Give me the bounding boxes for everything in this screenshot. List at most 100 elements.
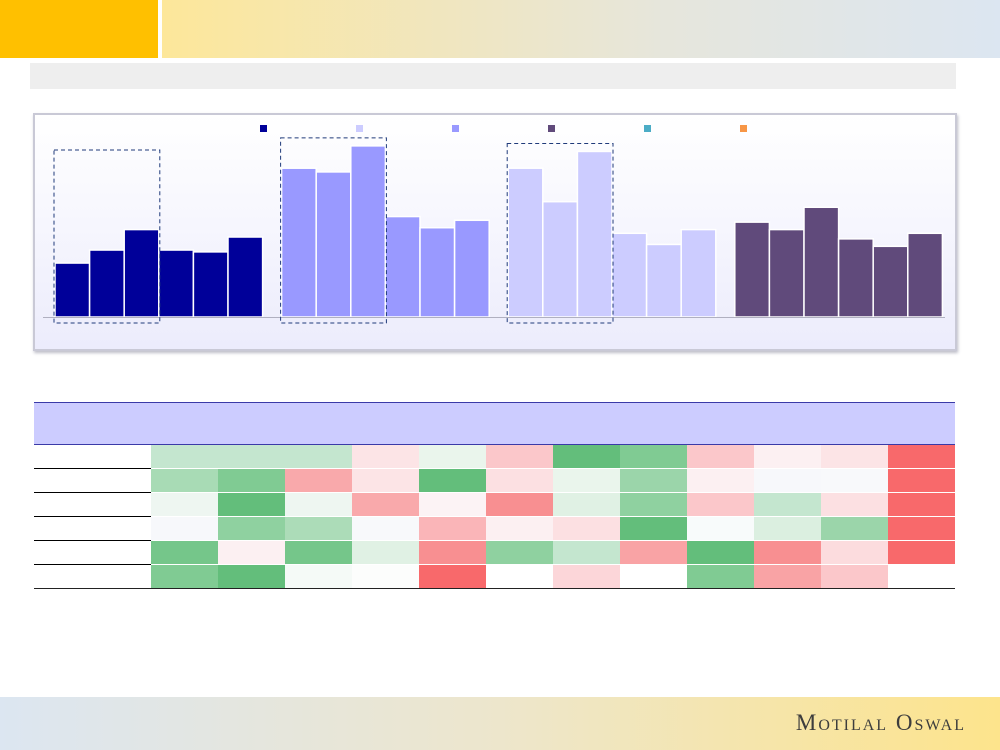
heatmap-cell [754,468,821,493]
heatmap-cell [888,492,955,517]
row-label [34,516,151,541]
heatmap-cell [553,468,620,493]
bar [315,171,352,318]
heatmap-cell [888,516,955,541]
heatmap-cell [352,468,419,493]
heatmap-cell [620,540,687,565]
legend-marker [740,125,747,132]
brand-logo: Motilal Oswal [795,710,966,735]
heatmap-cell [888,468,955,493]
heatmap-cell [486,516,553,541]
heatmap-cell [151,516,218,541]
row-label [34,492,151,517]
header-cell [620,402,687,445]
bar [192,251,229,318]
heatmap-cell [486,468,553,493]
heatmap-cell [218,492,285,517]
heatmap-cell [151,564,218,589]
bar [227,236,264,318]
heatmap-cell [151,444,218,469]
heatmap-cell [218,444,285,469]
header-accent-block [0,0,158,58]
header-cell [687,402,754,445]
heatmap-cell [218,540,285,565]
bar [803,206,840,318]
row-label [34,444,151,469]
heatmap-cell [352,444,419,469]
heatmap-cell [821,540,888,565]
bar [576,150,613,318]
heatmap-cell [821,564,888,589]
heatmap-cell [419,516,486,541]
heatmap-cell [419,564,486,589]
header-cell [419,402,486,445]
bar [158,249,195,318]
footer-band [0,697,1000,750]
table-row [34,468,955,493]
bar [350,145,387,318]
heatmap-cell [553,444,620,469]
bar [837,238,874,318]
table-row [34,540,955,565]
legend-marker [452,125,459,132]
heatmap-cell [553,492,620,517]
heatmap-cell [620,492,687,517]
header-cell [754,402,821,445]
heatmap-cell [419,540,486,565]
heatmap-cell [821,468,888,493]
heatmap-cell [285,516,352,541]
heatmap-cell [285,468,352,493]
heatmap-cell [419,468,486,493]
bar [384,215,421,318]
table-row [34,444,955,469]
legend-marker [260,125,267,132]
highlight-box [280,137,387,324]
row-label [34,564,151,589]
header-cell [218,402,285,445]
bar [611,232,648,318]
heatmap-cell [754,444,821,469]
header-cell [352,402,419,445]
heatmap-cell [754,492,821,517]
bar [419,226,456,318]
heatmap-cell [486,492,553,517]
heatmap-cell [218,516,285,541]
heatmap-cell [285,540,352,565]
heatmap-cell [754,540,821,565]
bar [54,262,91,318]
header-cell [821,402,888,445]
bar [872,245,909,318]
header-cell [888,402,955,445]
heatmap-cell [151,468,218,493]
bar [734,221,771,318]
bar [768,228,805,318]
legend-marker [548,125,555,132]
bar-chart [43,125,945,324]
heatmap-cell [888,540,955,565]
heatmap-cell [285,564,352,589]
heatmap-cell [151,540,218,565]
heatmap-cell [687,516,754,541]
header-cell [553,402,620,445]
heatmap-cell [687,468,754,493]
heatmap-cell [687,564,754,589]
bar [453,219,490,318]
header-band [162,0,1000,58]
heatmap-table [34,402,955,589]
header-cell [285,402,352,445]
heatmap-cell [486,540,553,565]
heatmap-cell [687,492,754,517]
heatmap-cell [218,468,285,493]
bar [123,228,160,318]
heatmap-cell [620,516,687,541]
heatmap-cell [218,564,285,589]
bar-chart-panel [33,113,957,351]
heatmap-cell [352,564,419,589]
heatmap-cell [620,444,687,469]
heatmap-cell [486,564,553,589]
highlight-box [53,149,161,324]
legend-marker [644,125,651,132]
heatmap-cell [821,516,888,541]
heatmap-cell [620,468,687,493]
bar [542,200,579,318]
